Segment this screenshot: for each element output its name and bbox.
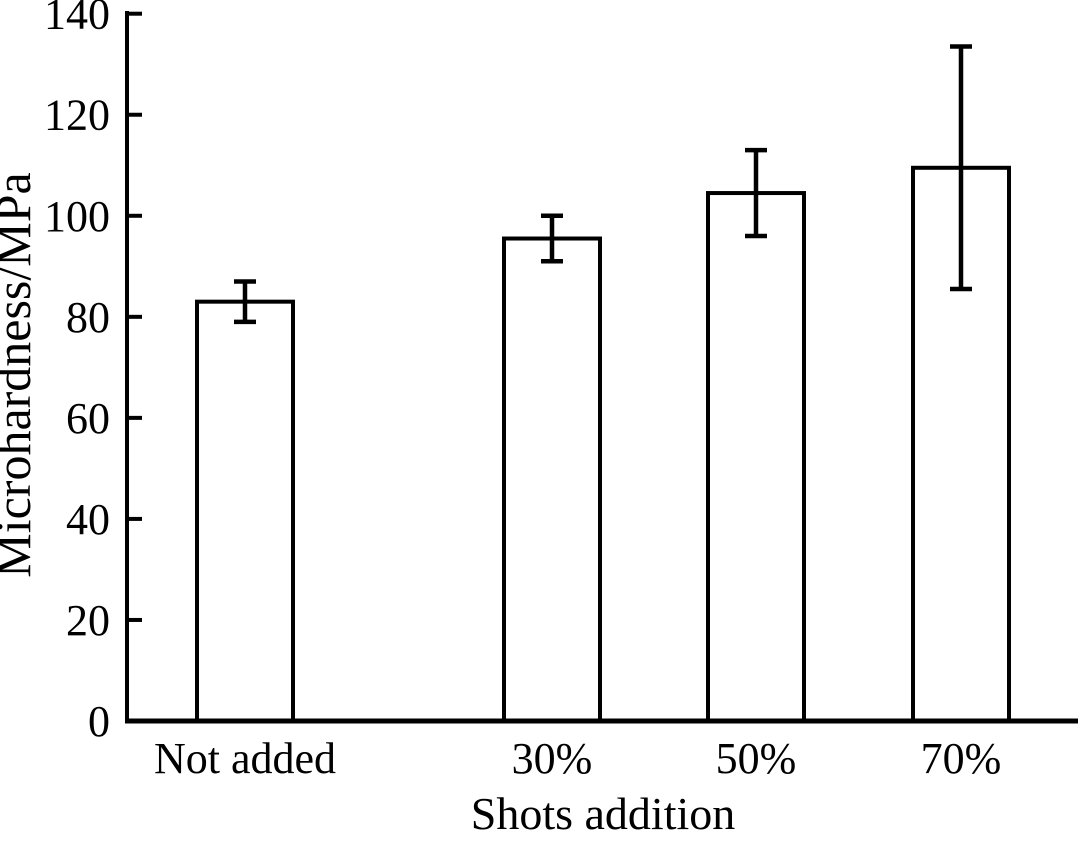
x-category-label: 70% bbox=[921, 734, 1002, 783]
y-tick-label: 40 bbox=[66, 495, 110, 544]
y-tick-label: 60 bbox=[66, 394, 110, 443]
x-axis-title: Shots addition bbox=[471, 788, 736, 836]
y-axis-title: Microhardness/MPa bbox=[0, 172, 41, 578]
y-tick-label: 80 bbox=[66, 293, 110, 342]
y-tick-label: 120 bbox=[44, 91, 110, 140]
y-tick-label: 100 bbox=[44, 192, 110, 241]
y-tick-label: 140 bbox=[44, 0, 110, 39]
plot-area: Not added 30% 50% 70% 0 20 40 60 80 100 120 140 bbox=[44, 0, 1078, 783]
bar bbox=[502, 236, 602, 723]
x-category-label: 30% bbox=[512, 734, 593, 783]
y-tick-label: 0 bbox=[88, 697, 110, 746]
x-category-label: Not added bbox=[154, 734, 336, 783]
bar bbox=[706, 191, 806, 723]
bar bbox=[195, 299, 295, 723]
y-tick-label: 20 bbox=[66, 596, 110, 645]
x-category-label: 50% bbox=[716, 734, 797, 783]
